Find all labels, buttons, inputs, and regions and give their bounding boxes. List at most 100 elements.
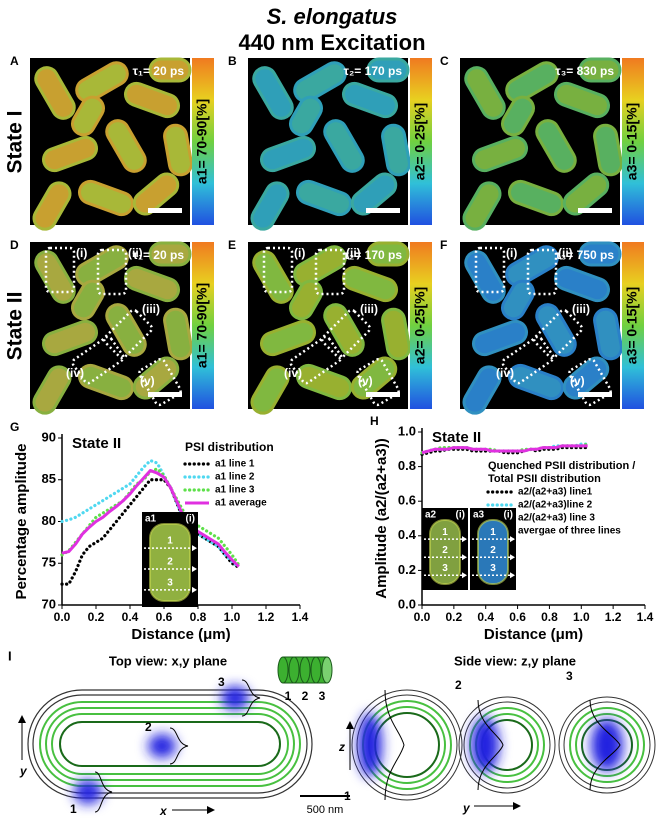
- cell: [507, 179, 565, 217]
- y-tick-label: 1.0: [398, 423, 416, 438]
- region-box: [356, 357, 400, 407]
- series-line: [60, 458, 241, 570]
- colorbar-label: a2= 0-25[%]: [412, 103, 428, 180]
- region-label: (v): [570, 374, 585, 388]
- panel-letter: C: [440, 54, 449, 68]
- panel-letter: A: [10, 54, 19, 68]
- panel-letter: D: [10, 238, 19, 252]
- profile-curve: [94, 771, 113, 813]
- cell: [341, 81, 399, 119]
- cell: [163, 307, 193, 361]
- x-tick-label: 0.2: [88, 610, 105, 624]
- region-box: [526, 248, 558, 296]
- inset-region: (i): [504, 510, 513, 521]
- position-label: 3: [566, 669, 573, 683]
- scale-label: 500 nm: [307, 804, 344, 816]
- cell: [250, 181, 290, 231]
- cell: [289, 95, 323, 137]
- colorbar-label: a2= 0-25[%]: [412, 287, 428, 364]
- x-axis-label: Distance (μm): [484, 626, 583, 643]
- series-line: [61, 469, 240, 568]
- colorbar-label: a1= 70-90[%]: [194, 283, 210, 368]
- region-label: (v): [140, 374, 155, 388]
- y-axis-label: Amplitude (a2/(a2+a3)): [373, 438, 390, 598]
- cell: [535, 303, 577, 357]
- inset-arrowhead: [462, 536, 467, 543]
- x-tick-label: 0.6: [509, 610, 526, 624]
- inset-label: a3: [473, 510, 485, 521]
- x-tick-label: 0.2: [446, 610, 463, 624]
- cell: [32, 365, 72, 415]
- cell: [593, 123, 623, 177]
- inset-line-label: 3: [167, 578, 173, 589]
- legend-label: a2/(a2+a3)line 2: [518, 500, 593, 511]
- cell: [295, 179, 353, 217]
- cell: [41, 319, 99, 357]
- micrograph: τ₃= 830 ps a3= 0-15[%]: [460, 57, 644, 231]
- profile-curve: [384, 689, 405, 801]
- y-tick-label: 0.6: [398, 493, 416, 508]
- scale-bar: [366, 392, 400, 397]
- cell: [578, 241, 622, 267]
- x-tick-label: 0.4: [477, 610, 494, 624]
- cell: [259, 135, 317, 173]
- region-box: [138, 357, 182, 407]
- colorbar-label: a3= 0-15[%]: [624, 103, 640, 180]
- fluorescence-spot: [591, 719, 623, 771]
- view-title: Top view: x,y plane: [109, 653, 227, 668]
- cell: [464, 66, 506, 120]
- colorbar: [410, 242, 432, 409]
- region-label: (ii): [346, 246, 361, 260]
- cell: [505, 245, 559, 287]
- y-tick-label: 80: [42, 513, 56, 528]
- colorbar-label: a3= 0-15[%]: [624, 287, 640, 364]
- fluorescence-spot: [74, 780, 102, 804]
- region-box: [44, 246, 76, 294]
- inset-line-label: 2: [167, 557, 173, 568]
- cell: [350, 356, 398, 400]
- region-box: [314, 248, 346, 296]
- cylinder-label: 2: [302, 689, 309, 703]
- cell: [381, 307, 411, 361]
- cell: [75, 61, 129, 103]
- cell: [70, 95, 105, 137]
- cell: [323, 119, 365, 173]
- scale-bar: [148, 392, 182, 397]
- legend-title: PSI distribution: [185, 440, 274, 454]
- inset-line-label: 1: [442, 527, 448, 538]
- cell: [464, 250, 506, 304]
- inset-arrowhead: [462, 572, 467, 579]
- region-label: (i): [76, 246, 87, 260]
- annotation: State II: [432, 429, 481, 446]
- scale-bar: [578, 208, 612, 213]
- axis-label: x: [159, 804, 168, 818]
- colorbar: [622, 242, 644, 409]
- region-box: [96, 248, 128, 296]
- y-tick-label: 0.2: [398, 562, 416, 577]
- inset-label: a2: [425, 510, 437, 521]
- region-box: [320, 308, 372, 360]
- legend-label: a1 average: [215, 498, 267, 509]
- panel-letter: I: [8, 648, 12, 663]
- cell: [105, 303, 147, 357]
- cells: [462, 241, 623, 415]
- cell: [252, 66, 294, 120]
- y-tick-label: 70: [42, 596, 56, 611]
- legend-label: a1 line 2: [215, 472, 255, 483]
- cell: [123, 81, 181, 119]
- micrograph: τ₃= 750 ps (i) (ii) (iii) (iv) (v) a3= 0-15[%]: [460, 241, 644, 415]
- y-tick-label: 85: [42, 471, 56, 486]
- legend-label: a1 line 1: [215, 459, 255, 470]
- panel-letter: B: [228, 54, 237, 68]
- panel-letter: F: [440, 238, 447, 252]
- inset-cell: [477, 519, 509, 585]
- region-label: (i): [506, 246, 517, 260]
- cell: [293, 61, 347, 103]
- cell: [163, 123, 193, 177]
- region-box: [568, 357, 612, 407]
- lifetime-label: τ₂= 170 ps: [344, 248, 403, 262]
- scale-bar: [366, 208, 400, 213]
- inset-cell: [429, 519, 461, 585]
- colorbar: [192, 242, 214, 409]
